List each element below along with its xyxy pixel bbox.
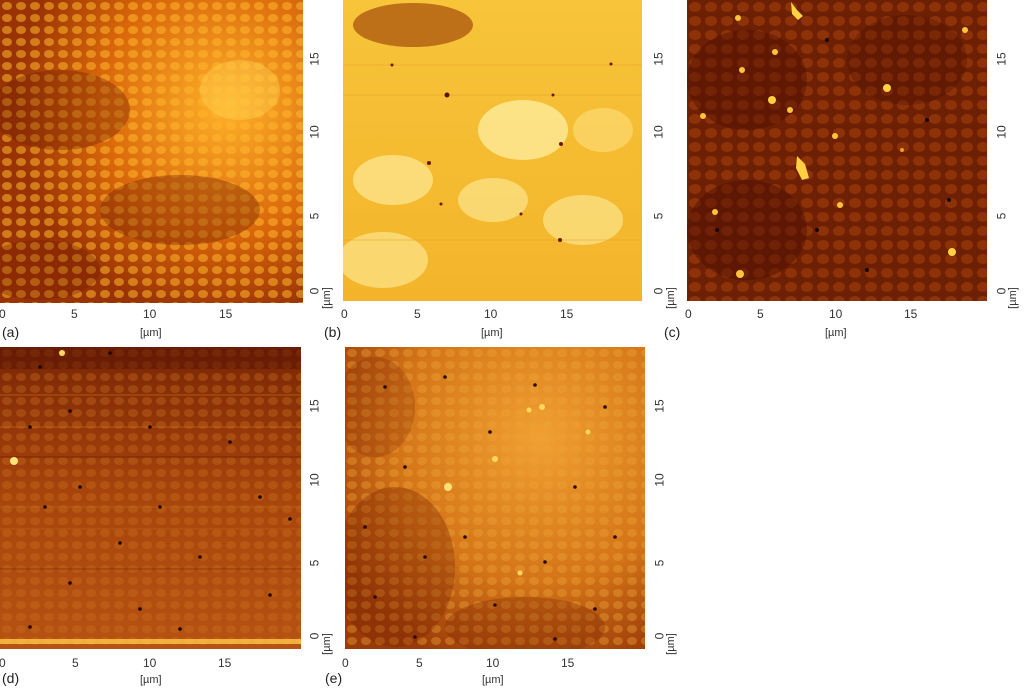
afm-image-b bbox=[343, 0, 642, 301]
x-tick: 0 bbox=[0, 307, 6, 321]
x-tick: 15 bbox=[219, 307, 233, 321]
panel-tag: (d) bbox=[2, 670, 20, 686]
x-tick: 0 bbox=[0, 656, 6, 670]
y-unit-label: [µm] bbox=[320, 633, 333, 655]
x-tick: 10 bbox=[143, 656, 157, 670]
y-tick: 15 bbox=[652, 399, 667, 413]
x-tick: 10 bbox=[486, 656, 500, 670]
x-tick: 5 bbox=[71, 307, 78, 321]
y-tick: 0 bbox=[307, 632, 322, 640]
y-tick: 10 bbox=[307, 125, 322, 139]
x-unit-label: [µm] bbox=[481, 327, 503, 339]
y-unit-label: [µm] bbox=[664, 633, 677, 655]
panel-tag: (b) bbox=[324, 324, 342, 340]
y-unit-label: [µm] bbox=[664, 287, 677, 309]
y-tick: 0 bbox=[994, 287, 1009, 295]
y-tick: 10 bbox=[307, 473, 322, 487]
y-tick: 5 bbox=[994, 212, 1009, 220]
afm-image-e bbox=[345, 347, 645, 649]
y-tick: 10 bbox=[652, 473, 667, 487]
x-unit-label: [µm] bbox=[482, 674, 504, 686]
y-unit-label: [µm] bbox=[1006, 287, 1019, 309]
panel-tag: (a) bbox=[2, 324, 20, 340]
y-tick: 15 bbox=[307, 399, 322, 413]
x-unit-label: [µm] bbox=[140, 674, 162, 686]
y-tick: 5 bbox=[307, 212, 322, 220]
y-tick: 0 bbox=[652, 632, 667, 640]
x-unit-label: [µm] bbox=[825, 327, 847, 339]
y-tick: 10 bbox=[994, 125, 1009, 139]
x-tick: 0 bbox=[342, 656, 349, 670]
x-tick: 5 bbox=[757, 307, 764, 321]
x-tick: 5 bbox=[414, 307, 421, 321]
y-unit-label: [µm] bbox=[320, 287, 333, 309]
y-tick: 0 bbox=[651, 287, 666, 295]
x-tick: 5 bbox=[72, 656, 79, 670]
afm-image-a bbox=[0, 0, 303, 303]
x-unit-label: [µm] bbox=[140, 327, 162, 339]
x-tick: 15 bbox=[904, 307, 918, 321]
x-tick: 10 bbox=[484, 307, 498, 321]
y-tick: 15 bbox=[307, 52, 322, 66]
afm-image-c bbox=[687, 0, 987, 301]
y-tick: 5 bbox=[651, 212, 666, 220]
x-tick: 10 bbox=[143, 307, 157, 321]
afm-image-d bbox=[0, 347, 301, 649]
y-tick: 5 bbox=[307, 559, 322, 567]
y-tick: 15 bbox=[651, 52, 666, 66]
x-tick: 5 bbox=[416, 656, 423, 670]
panel-tag: (e) bbox=[325, 670, 343, 686]
x-tick: 15 bbox=[218, 656, 232, 670]
x-tick: 15 bbox=[561, 656, 575, 670]
x-tick: 15 bbox=[560, 307, 574, 321]
x-tick: 10 bbox=[829, 307, 843, 321]
y-tick: 15 bbox=[994, 52, 1009, 66]
y-tick: 5 bbox=[652, 559, 667, 567]
panel-tag: (c) bbox=[664, 324, 681, 340]
x-tick: 0 bbox=[341, 307, 348, 321]
y-tick: 0 bbox=[307, 287, 322, 295]
x-tick: 0 bbox=[685, 307, 692, 321]
y-tick: 10 bbox=[651, 125, 666, 139]
